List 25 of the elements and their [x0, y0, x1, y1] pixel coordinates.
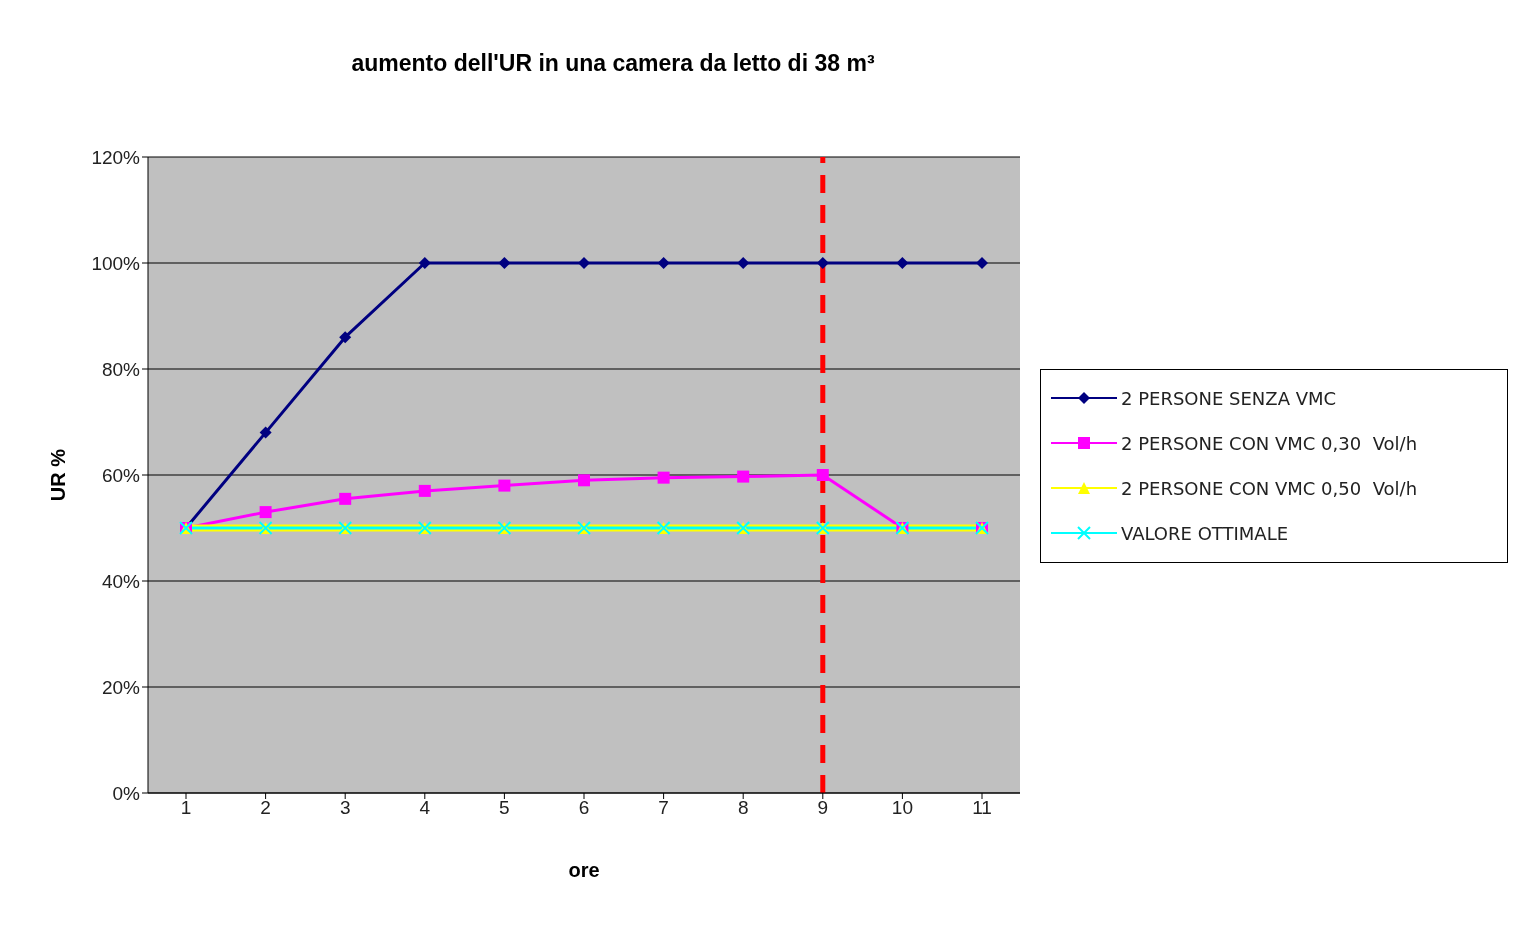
x-tick-label: 1 — [180, 797, 192, 819]
legend-label: 2 PERSONE SENZA VMC — [1121, 387, 1337, 409]
y-tick-label: 60% — [101, 464, 141, 486]
y-tick-label: 80% — [101, 358, 141, 380]
y-tick-label: 20% — [101, 676, 141, 698]
legend-label: VALORE OTTIMALE — [1121, 522, 1289, 544]
legend-label: 2 PERSONE CON VMC 0,30 Vol/h — [1121, 432, 1418, 454]
x-tick-label: 2 — [260, 797, 271, 819]
x-tick-label: 5 — [499, 797, 510, 819]
y-axis-title: UR % — [47, 448, 70, 502]
y-tick-label: 120% — [91, 146, 141, 168]
x-tick-label: 9 — [817, 797, 829, 819]
x-axis-title: ore — [568, 859, 600, 882]
x-tick-label: 10 — [891, 797, 913, 819]
x-tick-label: 3 — [339, 797, 351, 819]
x-tick-label: 8 — [737, 797, 749, 819]
y-tick-label: 100% — [91, 252, 141, 274]
y-tick-label: 0% — [112, 782, 141, 804]
x-tick-label: 11 — [972, 797, 992, 819]
legend-label: 2 PERSONE CON VMC 0,50 Vol/h — [1121, 477, 1418, 499]
y-tick-label: 40% — [101, 570, 141, 592]
x-tick-label: 7 — [658, 797, 669, 819]
chart-title: aumento dell'UR in una camera da letto di 38 m³ — [350, 50, 876, 77]
x-tick-label: 4 — [419, 797, 431, 819]
x-tick-label: 6 — [578, 797, 590, 819]
